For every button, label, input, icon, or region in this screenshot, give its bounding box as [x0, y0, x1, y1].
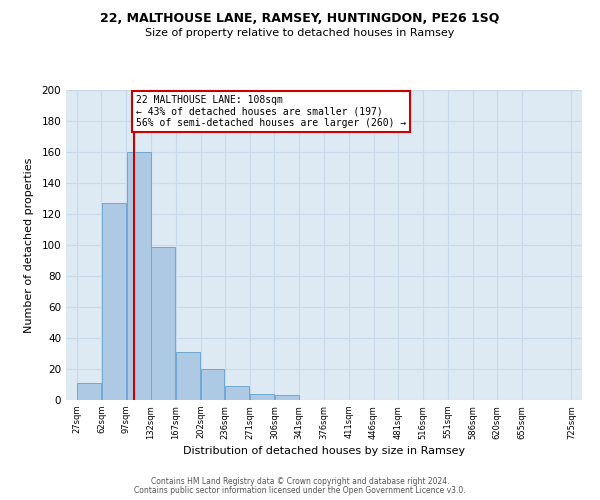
Bar	[127, 152, 151, 400]
X-axis label: Distribution of detached houses by size in Ramsey: Distribution of detached houses by size …	[183, 446, 465, 456]
Text: 22 MALTHOUSE LANE: 108sqm
← 43% of detached houses are smaller (197)
56% of semi: 22 MALTHOUSE LANE: 108sqm ← 43% of detac…	[136, 94, 406, 128]
Bar	[102, 203, 126, 400]
Bar	[77, 383, 101, 400]
Bar	[201, 369, 224, 400]
Text: Contains HM Land Registry data © Crown copyright and database right 2024.: Contains HM Land Registry data © Crown c…	[151, 477, 449, 486]
Bar	[176, 352, 200, 400]
Bar	[151, 246, 175, 400]
Bar	[275, 396, 299, 400]
Text: Size of property relative to detached houses in Ramsey: Size of property relative to detached ho…	[145, 28, 455, 38]
Text: Contains public sector information licensed under the Open Government Licence v3: Contains public sector information licen…	[134, 486, 466, 495]
Bar	[250, 394, 274, 400]
Bar	[225, 386, 249, 400]
Text: 22, MALTHOUSE LANE, RAMSEY, HUNTINGDON, PE26 1SQ: 22, MALTHOUSE LANE, RAMSEY, HUNTINGDON, …	[100, 12, 500, 26]
Y-axis label: Number of detached properties: Number of detached properties	[25, 158, 34, 332]
